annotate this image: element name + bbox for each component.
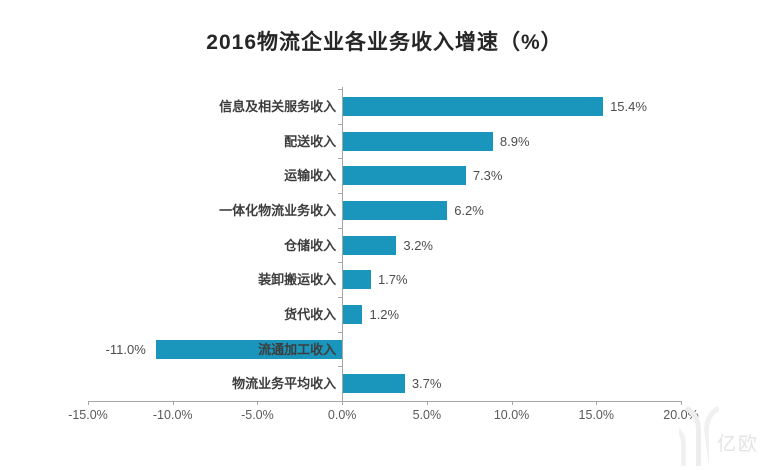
value-label: 6.2% xyxy=(454,202,484,218)
bar xyxy=(342,96,604,116)
category-label: 信息及相关服务收入 xyxy=(219,98,337,114)
watermark-logo-icon xyxy=(679,406,719,466)
value-label: 7.3% xyxy=(472,168,503,184)
y-axis xyxy=(342,87,344,401)
x-axis-tick-label: 5.0% xyxy=(412,408,442,422)
x-axis-tick-label: 0.0% xyxy=(327,408,357,422)
bar xyxy=(342,374,405,394)
value-label: 1.7% xyxy=(377,272,408,288)
bar xyxy=(155,339,343,359)
category-label: 物流业务平均收入 xyxy=(232,376,337,392)
category-label: 一体化物流业务收入 xyxy=(219,202,337,218)
category-label: 货代收入 xyxy=(284,306,337,322)
bar xyxy=(342,304,363,324)
y-axis-tick xyxy=(338,123,343,125)
value-label: 3.7% xyxy=(411,376,442,392)
page-title: 2016物流企业各业务收入增速（%） xyxy=(206,31,563,54)
bar xyxy=(342,270,371,290)
x-axis-tick-label: -15.0% xyxy=(68,408,108,422)
y-axis-tick xyxy=(338,262,343,264)
category-label: 配送收入 xyxy=(284,133,337,149)
bar xyxy=(342,235,397,255)
value-label: 1.2% xyxy=(369,306,400,322)
bar xyxy=(342,166,466,186)
y-axis-tick xyxy=(338,366,343,368)
x-axis-tick-label: -10.0% xyxy=(152,408,193,422)
x-axis-tick-label: 10.0% xyxy=(493,408,530,422)
y-axis-tick xyxy=(338,158,343,160)
value-label: 15.4% xyxy=(610,98,647,114)
y-axis-tick xyxy=(338,297,343,298)
y-axis-tick xyxy=(338,193,343,194)
x-axis-tick-label: -5.0% xyxy=(241,408,274,422)
category-label: 装卸搬运收入 xyxy=(258,272,337,288)
x-axis-tick xyxy=(681,401,682,405)
x-axis-tick xyxy=(88,401,89,405)
x-axis xyxy=(88,401,682,402)
bar xyxy=(342,131,493,151)
x-axis-tick xyxy=(342,401,344,405)
y-axis-tick xyxy=(338,89,343,90)
x-axis-tick xyxy=(172,401,174,405)
category-label: 仓储收入 xyxy=(284,237,337,253)
y-axis-tick xyxy=(338,227,343,229)
y-axis-tick xyxy=(338,331,343,333)
value-label: 8.9% xyxy=(499,133,530,149)
category-label: 运输收入 xyxy=(284,168,337,184)
x-axis-tick xyxy=(511,401,513,405)
watermark: 亿欧 xyxy=(653,388,763,466)
watermark-text: 亿欧 xyxy=(716,434,759,455)
bar xyxy=(342,200,448,220)
value-label: -11.0% xyxy=(105,341,146,357)
category-label: 流通加工收入 xyxy=(258,341,337,357)
x-axis-tick xyxy=(257,401,259,405)
value-label: 3.2% xyxy=(403,237,433,253)
x-axis-tick-label: 15.0% xyxy=(578,408,615,422)
x-axis-tick xyxy=(596,401,598,405)
x-axis-tick xyxy=(426,401,428,405)
